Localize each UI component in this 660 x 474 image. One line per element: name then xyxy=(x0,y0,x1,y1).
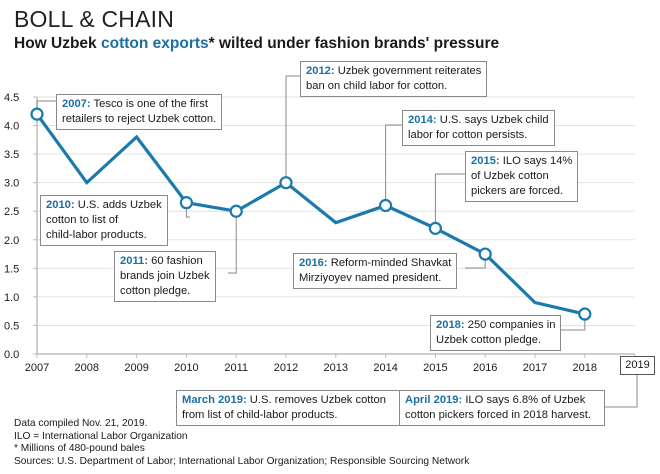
annotation-text: ban on child labor for cotton. xyxy=(306,80,448,92)
annotation-year: 2014: xyxy=(408,114,437,126)
subtitle-highlight: cotton exports xyxy=(100,35,209,52)
subtitle-pre: How Uzbek xyxy=(14,35,101,52)
annotation-year: 2011: xyxy=(120,255,148,267)
annotation-text: ILO says 6.8% of Uzbek xyxy=(465,394,586,406)
y-tick-label: 3.5 xyxy=(4,149,19,161)
data-point-marker xyxy=(379,198,393,213)
y-tick-label: 1.0 xyxy=(4,292,19,304)
y-tick-label: 0.5 xyxy=(4,320,19,332)
x-tick-label: 2008 xyxy=(75,362,99,374)
annotation-2018: 2018: 250 companies in Uzbek cotton pled… xyxy=(430,315,562,351)
annotation-text: from list of child-labor products. xyxy=(182,409,338,421)
x-tick-label: 2018 xyxy=(573,362,597,374)
data-point-marker xyxy=(578,307,592,321)
chart-title: BOLL & CHAIN xyxy=(14,6,175,32)
series-line xyxy=(35,113,586,316)
annotation-march-2019: March 2019: U.S. removes Uzbek cotton fr… xyxy=(176,390,400,426)
annotation-text: cotton pickers forced in 2018 harvest. xyxy=(405,409,591,421)
annotation-text: of Uzbek cotton xyxy=(471,170,549,182)
annotation-year: 2007: xyxy=(62,98,91,110)
annotation-2010: 2010: U.S. adds Uzbek cotton to list of … xyxy=(40,195,168,246)
y-tick-label: 2.0 xyxy=(4,235,19,247)
annotation-2012: 2012: Uzbek government reiterates ban on… xyxy=(300,61,488,97)
annotation-text: cotton to list of xyxy=(46,214,119,226)
y-axis: 0.0 0.5 1.0 1.5 2.0 2.5 3.0 3.5 4.0 4.5 xyxy=(4,92,38,361)
data-line xyxy=(35,113,586,316)
x-tick-label: 2013 xyxy=(324,362,348,374)
leader-2015 xyxy=(434,173,465,229)
subtitle-post: * wilted under fashion brands' pressure xyxy=(208,35,500,52)
annotation-2016: 2016: Reform-minded Shavkat Mirziyoyev n… xyxy=(293,253,458,289)
x-tick-label: 2016 xyxy=(473,362,497,374)
x-tick-label-2019: 2019 xyxy=(620,356,655,375)
annotation-text: U.S. removes Uzbek cotton xyxy=(249,394,386,406)
chart-subtitle: How Uzbek cotton exports* wilted under f… xyxy=(14,35,499,53)
annotation-year: 2018: xyxy=(436,319,465,331)
annotation-text: brands join Uzbek xyxy=(120,270,210,282)
x-tick-label: 2009 xyxy=(124,362,148,374)
annotation-text: child-labor products. xyxy=(46,229,147,241)
annotation-text: Tesco is one of the first xyxy=(93,98,208,110)
annotation-text: Uzbek cotton pledge. xyxy=(436,334,542,346)
annotation-2011: 2011: 60 fashion brands join Uzbek cotto… xyxy=(114,251,216,302)
annotation-text: Uzbek government reiterates xyxy=(337,65,482,77)
series-markers xyxy=(30,107,592,321)
x-tick-label: 2015 xyxy=(423,362,447,374)
annotation-text: retailers to reject Uzbek cotton. xyxy=(62,113,217,125)
footer-line: ILO = International Labor Organization xyxy=(14,430,188,442)
annotation-text: Mirziyoyev named president. xyxy=(299,272,442,284)
y-tick-label: 3.0 xyxy=(4,178,19,190)
data-point-marker xyxy=(279,176,293,190)
footer-notes: Data compiled Nov. 21, 2019. ILO = Inter… xyxy=(14,418,469,468)
y-tick-label: 2.5 xyxy=(4,206,19,218)
annotation-text: U.S. adds Uzbek xyxy=(77,199,162,211)
y-tick-label: 4.5 xyxy=(4,92,19,104)
footer-line: * Millions of 480-pound bales xyxy=(14,443,145,455)
annotation-year: April 2019: xyxy=(405,394,463,406)
annotation-year: 2012: xyxy=(306,65,335,77)
annotation-year: 2016: xyxy=(299,257,328,269)
data-point-marker xyxy=(478,247,492,261)
leader-2012 xyxy=(285,75,300,183)
data-point-marker xyxy=(30,107,44,121)
y-tick-label: 1.5 xyxy=(4,263,19,275)
annotation-year: 2015: xyxy=(471,155,500,167)
data-point-marker xyxy=(428,221,442,235)
y-tick-label: 4.0 xyxy=(4,121,19,133)
annotation-year: March 2019: xyxy=(182,394,247,406)
leader-2014 xyxy=(385,124,402,206)
x-tick-label: 2010 xyxy=(174,362,198,374)
leader-2011 xyxy=(228,211,237,274)
annotation-year: 2010: xyxy=(46,199,75,211)
annotation-text: Reform-minded Shavkat xyxy=(330,257,452,269)
annotation-text: U.S. says Uzbek child xyxy=(439,114,549,126)
x-tick-label: 2007 xyxy=(25,362,49,374)
annotation-text: ILO says 14% xyxy=(502,155,573,167)
annotation-text: cotton pledge. xyxy=(120,285,191,297)
x-tick-label: 2012 xyxy=(274,362,298,374)
annotation-2007: 2007: Tesco is one of the first retailer… xyxy=(56,94,223,130)
annotation-april-2019: April 2019: ILO says 6.8% of Uzbek cotto… xyxy=(399,390,605,426)
leader-2019 xyxy=(605,375,638,408)
annotation-2015: 2015: ILO says 14% of Uzbek cotton picke… xyxy=(465,151,579,202)
annotation-text: pickers are forced. xyxy=(471,185,564,197)
data-point-marker xyxy=(229,204,243,218)
annotation-text: labor for cotton persists. xyxy=(408,129,528,141)
annotation-text: 250 companies in xyxy=(467,319,556,331)
footer-line: Sources: U.S. Department of Labor; Inter… xyxy=(14,455,470,467)
annotation-leaders xyxy=(36,75,638,408)
x-axis: 2007 2008 2009 2010 2011 2012 2013 2014 2015 2016… xyxy=(25,353,636,374)
annotation-2014: 2014: U.S. says Uzbek child labor for co… xyxy=(402,110,555,146)
data-point-marker xyxy=(179,196,193,210)
x-tick-label: 2014 xyxy=(373,362,397,374)
footer-line: Data compiled Nov. 21, 2019. xyxy=(14,418,148,429)
x-tick-label: 2011 xyxy=(224,362,248,374)
annotation-text: 60 fashion xyxy=(151,255,203,267)
y-tick-label: 0.0 xyxy=(4,349,19,361)
x-tick-label: 2017 xyxy=(523,362,547,374)
